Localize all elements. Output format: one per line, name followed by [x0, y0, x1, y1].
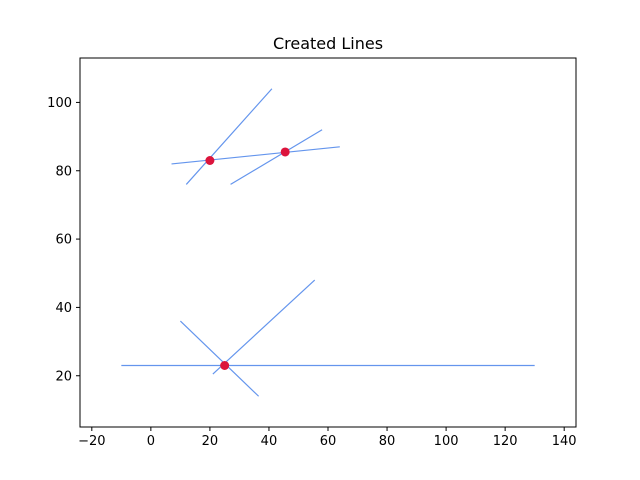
- x-tick-label: 140: [552, 434, 577, 449]
- x-tick-label: 80: [379, 434, 396, 449]
- x-tick-label: 40: [261, 434, 278, 449]
- chart-title: Created Lines: [273, 34, 383, 53]
- plot-frame: [79, 57, 577, 428]
- series-line-1: [185, 88, 273, 185]
- x-tick-label: 120: [493, 434, 518, 449]
- series-line-2: [171, 146, 340, 165]
- series-line-6: [179, 320, 260, 397]
- intersection-point-2: [280, 147, 290, 157]
- y-tick-label: 80: [55, 164, 72, 179]
- series-line-5: [212, 279, 316, 375]
- y-tick-label: 20: [55, 369, 72, 384]
- y-tick-label: 100: [47, 96, 72, 111]
- y-axis: 20 40 60 80 100: [47, 96, 80, 384]
- y-tick-label: 40: [55, 301, 72, 316]
- y-tick-label: 60: [55, 233, 72, 248]
- x-tick-label: 0: [147, 434, 155, 449]
- lines-layer: [121, 88, 535, 397]
- intersection-point-1: [205, 156, 215, 165]
- x-tick-label: 100: [434, 434, 459, 449]
- x-axis: −20 0 20 40 60 80 100 120 140: [78, 427, 577, 449]
- points-layer: [205, 147, 290, 370]
- intersection-point-3: [220, 361, 230, 370]
- x-tick-label: 60: [320, 434, 337, 449]
- x-tick-label: −20: [78, 434, 105, 449]
- x-tick-label: 20: [202, 434, 219, 449]
- series-line-3: [230, 129, 323, 185]
